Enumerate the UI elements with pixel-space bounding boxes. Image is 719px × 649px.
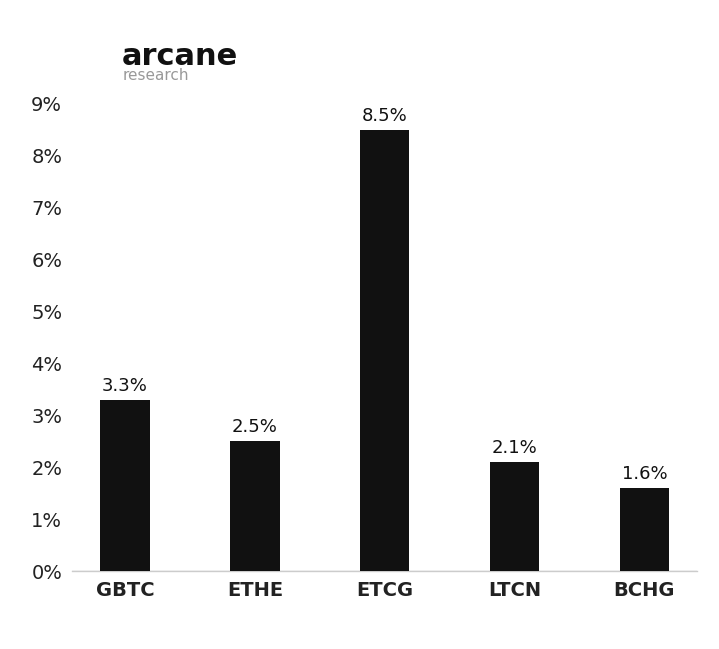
Text: arcane: arcane: [122, 42, 239, 71]
Text: 2.1%: 2.1%: [492, 439, 537, 457]
Text: 3.3%: 3.3%: [102, 376, 148, 395]
Bar: [360, 130, 409, 571]
Bar: [620, 488, 669, 571]
Text: 2.5%: 2.5%: [232, 418, 278, 436]
Bar: [230, 441, 280, 571]
Text: 8.5%: 8.5%: [362, 106, 408, 125]
Bar: [490, 462, 539, 571]
Text: 1.6%: 1.6%: [621, 465, 667, 483]
Bar: [101, 400, 150, 571]
Text: research: research: [122, 68, 188, 83]
